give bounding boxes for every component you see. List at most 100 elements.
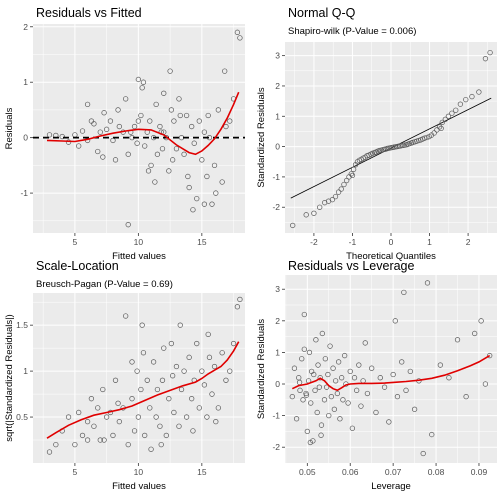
x-tick-label: 0.07 (385, 467, 402, 477)
data-point (123, 313, 129, 319)
data-point (189, 123, 195, 130)
data-point (201, 201, 208, 207)
data-point (331, 406, 338, 412)
x-tick-label: 5 (73, 467, 78, 477)
smoothing-curve (46, 91, 240, 156)
x-tick-label: 10 (134, 237, 144, 247)
data-point (429, 431, 435, 438)
data-point (153, 101, 159, 108)
data-point (301, 346, 307, 352)
data-point (463, 393, 469, 400)
y-tick-label: -1 (20, 188, 28, 198)
data-point (327, 343, 333, 349)
data-point (88, 396, 95, 402)
data-point (399, 359, 405, 365)
data-point (100, 386, 106, 393)
data-point (95, 148, 101, 155)
data-point (97, 437, 103, 443)
data-point (354, 387, 360, 393)
data-point (123, 96, 129, 102)
data-point (169, 157, 176, 163)
x-tick-label: 1 (427, 237, 432, 247)
x-tick-label: 0.08 (428, 467, 445, 477)
data-point (190, 207, 196, 213)
data-point (317, 375, 323, 381)
data-point (340, 397, 346, 403)
smoothing-curve (46, 341, 240, 439)
data-point (403, 387, 409, 393)
data-point (326, 412, 332, 419)
data-point (381, 384, 388, 390)
data-point (290, 222, 296, 229)
data-point (349, 425, 356, 431)
data-point (161, 345, 167, 351)
y-tick-label: 1.5 (16, 320, 28, 330)
data-point (166, 168, 172, 174)
data-point (300, 397, 306, 403)
x-tick-label: 5 (73, 237, 78, 247)
data-point (65, 414, 72, 420)
data-point (131, 123, 138, 130)
data-point (147, 405, 153, 411)
data-point (171, 118, 177, 124)
data-point (166, 396, 172, 402)
data-point (176, 423, 182, 429)
data-point (183, 414, 190, 420)
data-point (91, 423, 97, 429)
data-point (446, 375, 452, 381)
data-point (487, 49, 493, 56)
data-point (101, 110, 107, 116)
data-point (116, 418, 122, 425)
data-point (211, 363, 218, 370)
data-point (110, 137, 116, 144)
data-point (227, 368, 233, 374)
data-point (194, 195, 200, 202)
data-point (453, 107, 459, 113)
data-point (173, 363, 180, 370)
data-point (234, 29, 241, 35)
data-point (107, 118, 114, 124)
data-point (335, 359, 342, 365)
data-point (442, 116, 448, 122)
data-point (177, 112, 183, 119)
data-point (139, 85, 145, 91)
data-point (110, 432, 116, 439)
data-point (223, 123, 229, 130)
data-point (350, 166, 357, 172)
data-point (154, 386, 161, 393)
data-point (219, 179, 225, 185)
data-point (334, 390, 341, 397)
data-point (487, 352, 493, 359)
data-point (313, 337, 319, 343)
x-tick-label: 0.05 (299, 467, 316, 477)
smoothing-curve (291, 354, 491, 392)
x-tick-label: -1 (349, 237, 357, 247)
data-point (97, 129, 103, 135)
y-axis-title: Standardized Residuals (256, 87, 267, 188)
data-point (318, 422, 325, 428)
data-point (161, 90, 167, 96)
data-point (84, 437, 91, 443)
data-point (303, 392, 310, 398)
data-point (196, 405, 202, 411)
data-point (177, 322, 183, 328)
data-point (181, 368, 187, 374)
data-point (168, 340, 175, 347)
panel-3: 5 10 15 0.5 1 1.5 Scale-Location Breusch-Pagan … (4, 259, 245, 492)
data-point (125, 151, 131, 157)
data-point (230, 340, 237, 347)
y-tick-label: 0 (275, 379, 280, 389)
data-point (338, 375, 345, 381)
y-tick-label: 2 (275, 81, 280, 91)
data-point (135, 414, 142, 420)
data-point (344, 177, 350, 184)
data-point (314, 409, 320, 416)
panel-background (33, 293, 245, 463)
data-point (469, 93, 475, 100)
data-point (142, 432, 148, 439)
data-point (191, 140, 197, 146)
data-point (291, 365, 298, 371)
data-point (439, 119, 445, 125)
data-point (145, 168, 152, 174)
